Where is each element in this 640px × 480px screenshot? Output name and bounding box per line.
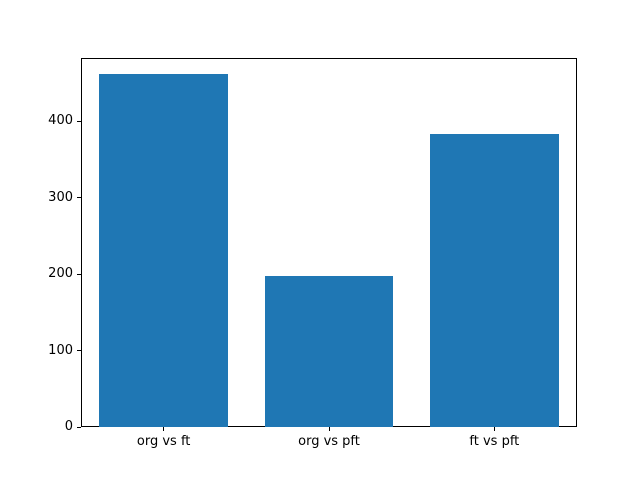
bar-org-vs-pft [264, 275, 394, 427]
x-axis-tick-label: org vs pft [298, 434, 360, 449]
bar-ft-vs-pft [429, 133, 559, 427]
y-axis-tick-label: 300 [48, 189, 73, 205]
x-axis-tick-mark [163, 427, 165, 431]
x-axis-tick-label: org vs ft [136, 434, 191, 449]
y-axis-tick-label: 0 [64, 419, 73, 434]
y-axis-tick-mark [77, 350, 81, 352]
x-axis-tick-mark [493, 427, 495, 431]
y-axis-tick-label: 100 [48, 342, 73, 358]
y-axis-tick-mark [77, 120, 81, 122]
y-axis-tick-mark [77, 426, 81, 428]
y-axis-tick-label: 400 [48, 113, 73, 129]
x-axis-tick-mark [328, 427, 330, 431]
y-axis-tick-mark [77, 197, 81, 199]
y-axis-tick-mark [77, 273, 81, 275]
y-axis-tick-label: 200 [48, 266, 73, 282]
bar-org-vs-ft [99, 74, 229, 427]
x-axis-tick-label: ft vs pft [469, 434, 520, 449]
